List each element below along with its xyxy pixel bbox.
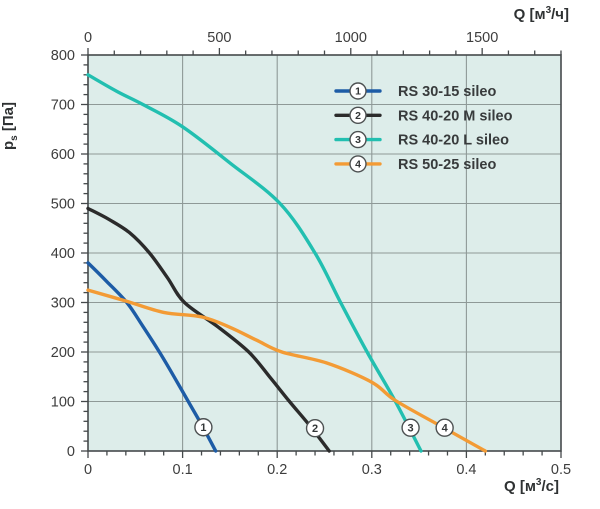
curve-badge-number-3: 3 bbox=[408, 423, 414, 435]
left-tick-label: 800 bbox=[51, 48, 75, 64]
legend-badge-circle-1 bbox=[349, 82, 367, 100]
bottom-tick-label: 0.5 bbox=[551, 462, 571, 478]
top-tick-label: 1000 bbox=[335, 30, 367, 46]
top-tick-label: 1500 bbox=[466, 30, 498, 46]
curve-rs-30-15-sileo bbox=[86, 261, 218, 453]
top-axis-title: Q [м3/ч] bbox=[513, 5, 569, 23]
top-tick-label: 0 bbox=[84, 30, 92, 46]
legend-label-rs-30-15-sileo: RS 30-15 sileo bbox=[398, 84, 496, 100]
left-tick-label: 0 bbox=[67, 444, 75, 460]
legend-badge-circle-3 bbox=[349, 130, 367, 149]
legend-badge-number-1: 1 bbox=[355, 86, 361, 98]
curve-rs-40-20-l-sileo bbox=[86, 73, 423, 453]
curve-badge-circle-4 bbox=[435, 418, 454, 437]
legend-badge-circle-2 bbox=[349, 106, 367, 125]
curve-badge-circle-1 bbox=[194, 418, 213, 437]
bottom-axis-title: Q [м3/с] bbox=[503, 477, 559, 495]
curve-rs-40-20-m-sileo bbox=[86, 206, 331, 453]
legend-badge-number-3: 3 bbox=[355, 134, 361, 146]
left-tick-label: 100 bbox=[51, 395, 75, 411]
curve-badge-number-4: 4 bbox=[442, 423, 449, 435]
legend-badge-number-4: 4 bbox=[355, 159, 361, 171]
bottom-tick-label: 0.2 bbox=[267, 462, 287, 478]
left-tick-label: 600 bbox=[51, 147, 75, 163]
curve-badge-number-2: 2 bbox=[312, 423, 318, 435]
legend-label-rs-40-20-m-sileo: RS 40-20 M sileo bbox=[398, 108, 513, 124]
left-tick-label: 200 bbox=[51, 345, 75, 361]
legend-badge-number-2: 2 bbox=[355, 110, 361, 122]
bottom-tick-label: 0.3 bbox=[362, 462, 382, 478]
bottom-tick-label: 0.1 bbox=[173, 462, 193, 478]
left-tick-label: 300 bbox=[51, 296, 75, 312]
curve-badge-number-1: 1 bbox=[200, 422, 206, 434]
top-tick-label: 500 bbox=[207, 30, 231, 46]
legend-label-rs-50-25-sileo: RS 50-25 sileo bbox=[398, 157, 496, 173]
left-tick-label: 700 bbox=[51, 98, 75, 114]
bottom-tick-label: 0.4 bbox=[456, 462, 476, 478]
curve-badge-circle-2 bbox=[305, 419, 325, 438]
plot-frame bbox=[87, 54, 562, 452]
bottom-tick-label: 0 bbox=[84, 462, 92, 478]
left-tick-label: 500 bbox=[51, 197, 75, 213]
curve-rs-50-25-sileo bbox=[86, 288, 487, 453]
curve-badge-circle-3 bbox=[401, 418, 420, 437]
legend-badge-circle-4 bbox=[349, 155, 367, 173]
left-tick-label: 400 bbox=[51, 246, 75, 262]
legend-label-rs-40-20-l-sileo: RS 40-20 L sileo bbox=[398, 133, 509, 149]
